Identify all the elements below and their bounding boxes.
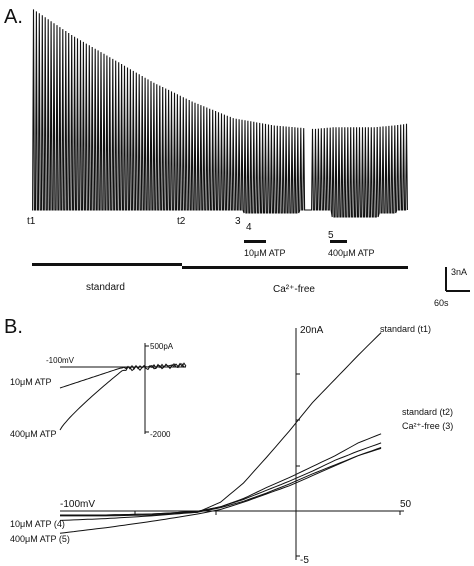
condition-label-ca-free: Ca²⁺-free (273, 284, 315, 295)
iv-curve-4 (59, 447, 382, 534)
time-mark-4: 4 (246, 222, 252, 233)
drug-label-400um-atp: 400μM ATP (328, 248, 375, 258)
x-min-label: -100mV (60, 499, 95, 510)
iv-curve-1 (60, 433, 382, 516)
time-mark-3: 3 (235, 216, 241, 227)
scale-label-time: 60s (434, 298, 449, 308)
iv-curve-3 (59, 447, 382, 521)
drug-label-10um-atp: 10μM ATP (244, 248, 286, 258)
condition-label-standard: standard (86, 282, 125, 293)
y-max-label: 20nA (300, 325, 324, 336)
current-trace-line (32, 9, 408, 218)
inset-curve-label-400um-atp: 400μM ATP (10, 429, 57, 439)
curve-label-400um-atp: 400μM ATP (5) (10, 534, 70, 544)
inset-curves (59, 362, 187, 431)
iv-curves (59, 332, 382, 534)
panel-b-label: B. (4, 316, 23, 338)
time-mark-t2: t2 (177, 216, 186, 227)
inset-curve-label-10um-atp: 10μM ATP (10, 377, 52, 387)
iv-curve-2 (60, 442, 382, 516)
current-trace (32, 9, 408, 218)
iv-curve-0 (60, 332, 382, 517)
x-max-label: 50 (400, 499, 412, 510)
panel-a-label: A. (4, 6, 23, 28)
time-mark-5: 5 (328, 230, 334, 241)
curve-label-standard-t1: standard (t1) (380, 324, 431, 334)
curve-label-10um-atp: 10μM ATP (4) (10, 519, 65, 529)
inset-y-bottom-label: -2000 (150, 430, 171, 439)
drug-bar-400um-atp (330, 240, 347, 243)
inset: -100mV 500pA -2000 10μM ATP 400μM ATP (10, 342, 187, 439)
condition-bar-standard (32, 263, 182, 266)
y-min-label: -5 (300, 555, 309, 566)
inset-y-top-label: 500pA (150, 342, 174, 351)
inset-curve-400um-atp (59, 363, 187, 431)
curve-label-standard-t2: standard (t2) (402, 407, 453, 417)
time-mark-t1: t1 (27, 216, 36, 227)
drug-bar-10um-atp (244, 240, 266, 243)
scale-label-current: 3nA (451, 267, 467, 277)
inset-x-label: -100mV (46, 356, 75, 365)
curve-label-ca-free: Ca²⁺-free (3) (402, 421, 453, 431)
condition-bar-ca-free (182, 266, 408, 269)
